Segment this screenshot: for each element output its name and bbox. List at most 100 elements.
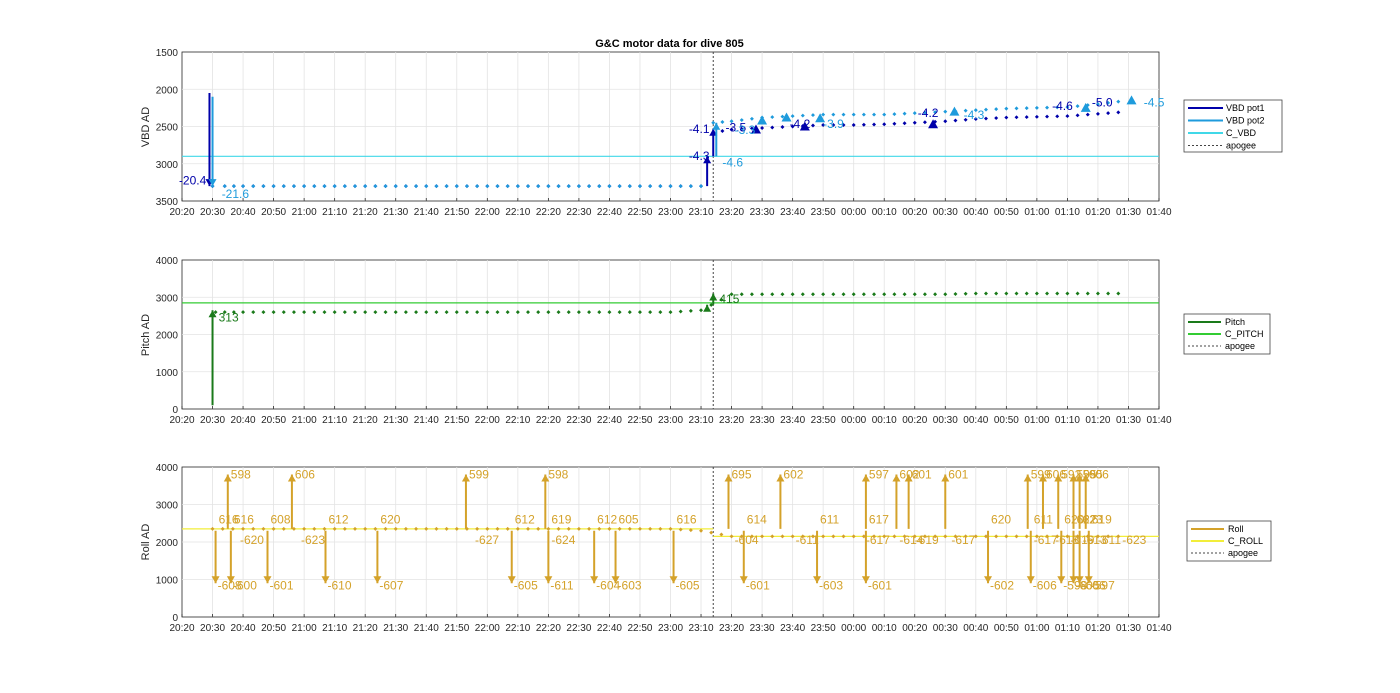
data-point — [454, 184, 459, 189]
roll-mid-label: 620 — [380, 512, 400, 526]
data-point — [648, 526, 653, 531]
roll-mid-label: 620 — [991, 512, 1011, 526]
roll-arrowhead-down — [1075, 576, 1084, 584]
roll-mid-label: 616 — [219, 512, 239, 526]
data-point — [363, 184, 368, 189]
roll-arrowhead-up — [724, 474, 733, 482]
data-point — [403, 184, 408, 189]
x-tick-label: 21:20 — [353, 207, 378, 218]
roll-arrowhead-down — [739, 576, 748, 584]
x-tick-label: 00:30 — [933, 207, 958, 218]
roll-arrowhead-up — [287, 474, 296, 482]
vbd-legend-label-apogee: apogee — [1226, 141, 1256, 151]
roll-under-label: -624 — [551, 533, 575, 547]
vbd-y-axis-label: VBD AD — [140, 107, 152, 147]
x-tick-label: 23:10 — [689, 207, 714, 218]
data-point — [1085, 112, 1090, 117]
x-tick-label: 01:10 — [1055, 415, 1080, 426]
x-tick-label: 00:50 — [994, 623, 1019, 634]
data-point — [526, 526, 531, 531]
x-tick-label: 20:30 — [200, 415, 225, 426]
data-point — [373, 184, 378, 189]
data-point — [505, 184, 510, 189]
value-label: -3.5 — [725, 121, 746, 135]
x-tick-label: 22:30 — [566, 415, 591, 426]
data-point — [770, 534, 775, 539]
x-tick-label: 00:40 — [963, 415, 988, 426]
y-tick-label: 4000 — [156, 463, 179, 474]
y-tick-label: 2500 — [156, 123, 179, 134]
data-point — [1116, 110, 1121, 115]
x-tick-label: 01:10 — [1055, 207, 1080, 218]
data-point — [729, 534, 734, 539]
roll-legend-label-croll: C_ROLL — [1228, 536, 1263, 546]
roll-under-label: -611 — [1098, 533, 1121, 547]
value-label: -4.2 — [790, 117, 811, 131]
x-tick-label: 01:40 — [1146, 207, 1171, 218]
data-point — [261, 184, 266, 189]
data-point — [342, 184, 347, 189]
data-point — [556, 526, 561, 531]
x-tick-label: 23:30 — [750, 623, 775, 634]
roll-arrowhead-down — [590, 576, 599, 584]
x-tick-label: 00:10 — [872, 623, 897, 634]
roll-lower-label: -606 — [1082, 578, 1106, 592]
roll-arrowhead-up — [223, 474, 232, 482]
x-tick-label: 20:20 — [169, 207, 194, 218]
pitch-legend-box — [1183, 313, 1271, 355]
data-point — [312, 184, 317, 189]
data-point — [1055, 114, 1060, 119]
y-tick-label: 0 — [172, 405, 178, 416]
roll-upper-label: 592 — [1061, 468, 1081, 482]
x-tick-label: 21:30 — [383, 415, 408, 426]
roll-arrowhead-up — [1038, 474, 1047, 482]
roll-mid-label: 612 — [515, 512, 535, 526]
data-point — [719, 532, 724, 537]
adjust-marker — [1126, 95, 1137, 105]
data-point — [576, 526, 581, 531]
data-point — [902, 534, 907, 539]
roll-lower-label: -601 — [269, 578, 293, 592]
roll-mid-label: 619 — [551, 512, 571, 526]
y-tick-label: 3000 — [156, 293, 179, 304]
x-tick-label: 21:10 — [322, 415, 347, 426]
roll-under-label: -611 — [796, 533, 819, 547]
x-tick-label: 22:20 — [536, 207, 561, 218]
data-point — [943, 534, 948, 539]
x-tick-label: 00:40 — [963, 623, 988, 634]
x-tick-label: 01:40 — [1146, 623, 1171, 634]
x-tick-label: 00:00 — [841, 207, 866, 218]
x-tick-label: 20:40 — [231, 415, 256, 426]
value-label: -4.6 — [1052, 99, 1073, 113]
adjust-marker — [815, 113, 826, 123]
data-point — [831, 534, 836, 539]
y-tick-label: 2000 — [156, 538, 179, 549]
x-tick-label: 23:50 — [811, 207, 836, 218]
adjust-arrowhead — [709, 293, 718, 301]
x-tick-label: 22:10 — [505, 207, 530, 218]
pitch-legend-label-pitch: Pitch — [1225, 317, 1245, 327]
roll-under-label: -614 — [899, 533, 923, 547]
roll-legend-label-apogee: apogee — [1228, 548, 1258, 558]
vbd-legend-label-cvbd: C_VBD — [1226, 128, 1257, 138]
data-point — [1055, 105, 1060, 110]
x-tick-label: 20:40 — [231, 623, 256, 634]
roll-plot-area: 20:20 20:30 20:40 20:50 21:00 21:10 21:20 21:30… — [156, 463, 1172, 634]
data-point — [342, 310, 347, 315]
x-tick-label: 23:10 — [689, 623, 714, 634]
x-tick-label: 00:40 — [963, 207, 988, 218]
data-point — [515, 526, 520, 531]
data-point — [953, 534, 958, 539]
data-point — [312, 310, 317, 315]
data-point — [963, 291, 968, 296]
data-point — [271, 184, 276, 189]
roll-upper-label: 597 — [869, 468, 889, 482]
adjust-arrowhead — [712, 122, 721, 130]
x-tick-label: 21:40 — [414, 623, 439, 634]
data-point — [322, 184, 327, 189]
y-tick-label: 3500 — [156, 197, 179, 208]
adjust-marker — [1080, 102, 1091, 112]
data-point — [566, 526, 571, 531]
data-point — [1055, 534, 1060, 539]
x-tick-label: 23:50 — [811, 623, 836, 634]
